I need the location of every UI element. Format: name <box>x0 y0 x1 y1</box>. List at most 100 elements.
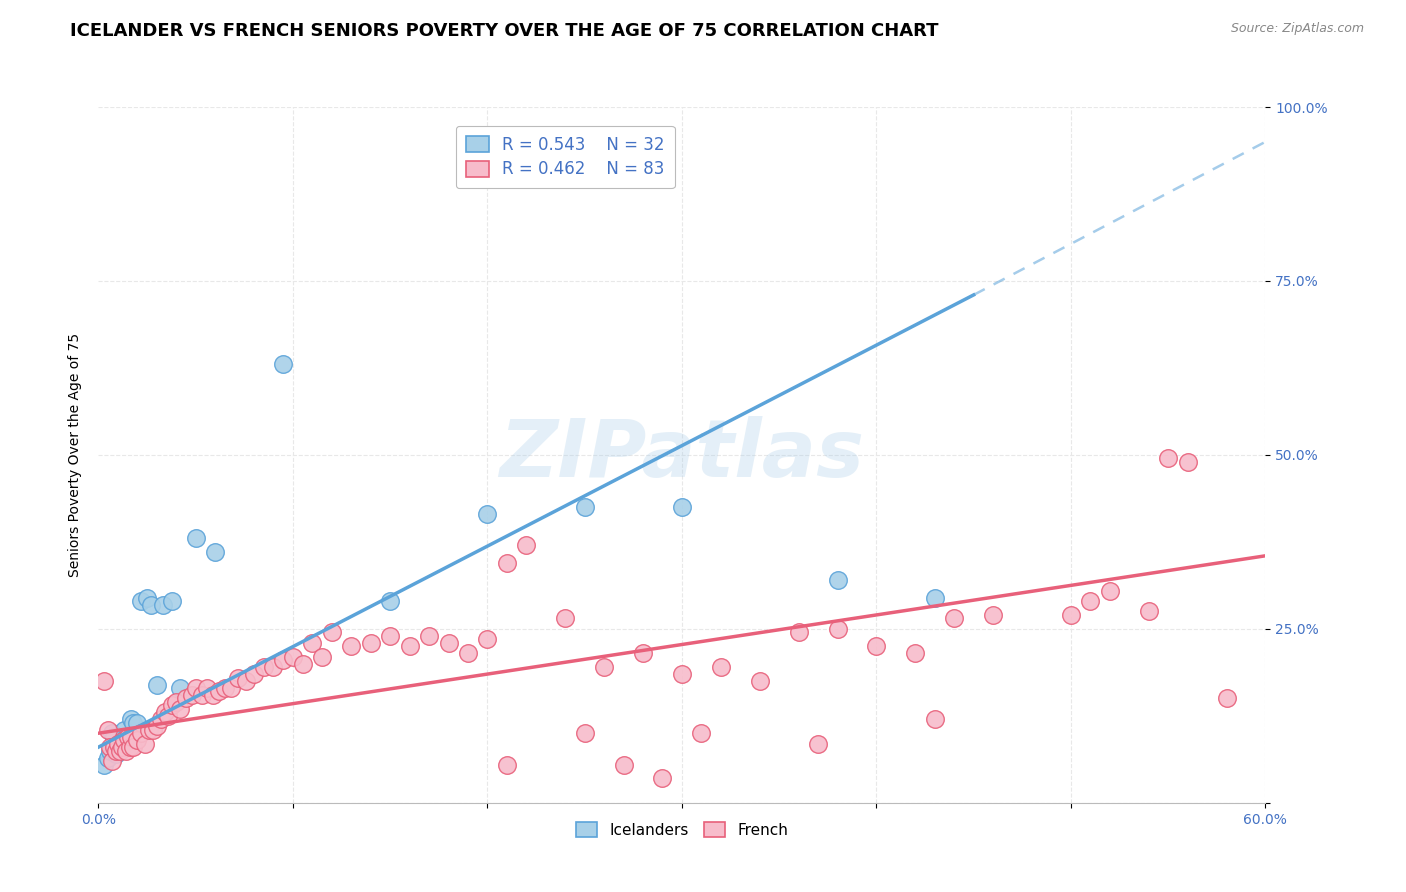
Point <box>1098 583 1121 598</box>
Point <box>117 737 139 751</box>
Point <box>496 757 519 772</box>
Point <box>180 688 202 702</box>
Point <box>380 594 402 608</box>
Point <box>107 740 129 755</box>
Point <box>129 594 152 608</box>
Point <box>671 667 693 681</box>
Point <box>593 660 616 674</box>
Point <box>111 740 134 755</box>
Point <box>271 653 294 667</box>
Point <box>1060 607 1083 622</box>
Point <box>631 646 654 660</box>
Point <box>204 545 226 559</box>
Point <box>651 772 673 786</box>
Point <box>136 591 159 605</box>
Y-axis label: Seniors Poverty Over the Age of 75: Seniors Poverty Over the Age of 75 <box>67 333 82 577</box>
Point <box>865 639 887 653</box>
Point <box>690 726 713 740</box>
Point <box>112 723 135 737</box>
Point <box>219 681 242 695</box>
Point <box>554 611 576 625</box>
Point <box>748 674 770 689</box>
Point <box>97 723 120 737</box>
Point <box>418 629 440 643</box>
Point <box>253 660 276 674</box>
Point <box>195 681 218 695</box>
Point <box>153 706 176 720</box>
Point <box>243 667 266 681</box>
Point <box>169 702 191 716</box>
Point <box>807 737 830 751</box>
Point <box>184 532 207 546</box>
Point <box>496 556 519 570</box>
Point <box>103 730 125 744</box>
Point <box>1215 691 1237 706</box>
Point <box>174 691 197 706</box>
Point <box>1080 594 1102 608</box>
Point <box>152 598 174 612</box>
Point <box>281 649 304 664</box>
Point <box>262 660 284 674</box>
Point <box>101 726 124 740</box>
Point <box>202 688 225 702</box>
Point <box>134 737 156 751</box>
Point <box>108 737 131 751</box>
Legend: Icelanders, French: Icelanders, French <box>569 816 794 844</box>
Point <box>97 750 120 764</box>
Point <box>118 733 141 747</box>
Point <box>142 723 165 737</box>
Point <box>138 723 160 737</box>
Point <box>827 573 849 587</box>
Point <box>111 737 134 751</box>
Point <box>129 726 152 740</box>
Point <box>98 740 121 755</box>
Point <box>710 660 733 674</box>
Point <box>184 681 207 695</box>
Point <box>93 757 115 772</box>
Point <box>214 681 236 695</box>
Point <box>146 719 169 733</box>
Point <box>165 695 187 709</box>
Point <box>104 744 127 758</box>
Point <box>127 715 149 730</box>
Point <box>149 712 172 726</box>
Point <box>127 733 149 747</box>
Point <box>924 591 946 605</box>
Point <box>169 681 191 695</box>
Point <box>190 688 212 702</box>
Point <box>121 730 143 744</box>
Point <box>146 677 169 691</box>
Point <box>121 712 143 726</box>
Point <box>112 733 135 747</box>
Point <box>477 507 499 521</box>
Point <box>117 730 139 744</box>
Point <box>101 754 124 768</box>
Point <box>437 636 460 650</box>
Point <box>271 358 294 372</box>
Text: ZIPatlas: ZIPatlas <box>499 416 865 494</box>
Point <box>924 712 946 726</box>
Point <box>613 757 636 772</box>
Point <box>981 607 1004 622</box>
Point <box>904 646 927 660</box>
Point <box>107 737 129 751</box>
Point <box>398 639 420 653</box>
Point <box>360 636 382 650</box>
Point <box>787 625 810 640</box>
Point <box>380 629 402 643</box>
Point <box>162 594 184 608</box>
Point <box>943 611 966 625</box>
Point <box>515 538 537 552</box>
Point <box>235 674 257 689</box>
Point <box>1157 451 1180 466</box>
Point <box>574 500 596 514</box>
Point <box>301 636 323 650</box>
Text: Source: ZipAtlas.com: Source: ZipAtlas.com <box>1230 22 1364 36</box>
Point <box>104 747 127 761</box>
Point <box>228 671 250 685</box>
Point <box>162 698 184 713</box>
Point <box>291 657 314 671</box>
Point <box>114 730 136 744</box>
Point <box>103 740 125 755</box>
Point <box>311 649 333 664</box>
